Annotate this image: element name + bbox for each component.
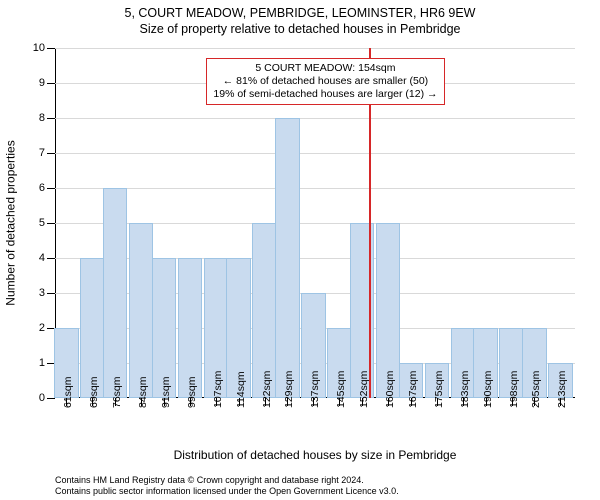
x-tick-label: 145sqm [335,371,347,408]
x-tick-label: 175sqm [433,371,445,408]
x-tick-label: 91sqm [160,376,172,408]
gridline [55,118,575,119]
x-tick-label: 84sqm [137,376,149,408]
chart-container: 5, COURT MEADOW, PEMBRIDGE, LEOMINSTER, … [0,0,600,500]
x-tick-label: 129sqm [283,371,295,408]
annotation-box: 5 COURT MEADOW: 154sqm← 81% of detached … [206,58,444,105]
y-tick-label: 3 [39,287,55,299]
gridline [55,153,575,154]
footer-line-2: Contains public sector information licen… [55,486,399,497]
y-axis-label-text: Number of detached properties [4,140,18,305]
gridline [55,188,575,189]
y-tick-label: 6 [39,182,55,194]
x-tick-label: 183sqm [459,371,471,408]
histogram-bar [275,118,299,398]
x-tick-label: 205sqm [530,371,542,408]
histogram-bar [129,223,153,398]
gridline [55,48,575,49]
footer-attribution: Contains HM Land Registry data © Crown c… [55,475,399,497]
chart-title: 5, COURT MEADOW, PEMBRIDGE, LEOMINSTER, … [0,6,600,20]
chart-subtitle: Size of property relative to detached ho… [0,22,600,36]
x-tick-label: 69sqm [88,376,100,408]
x-tick-label: 76sqm [111,376,123,408]
y-tick-label: 1 [39,357,55,369]
annotation-line-2: ← 81% of detached houses are smaller (50… [213,75,437,88]
y-tick-label: 10 [33,42,55,54]
y-tick-label: 8 [39,112,55,124]
x-axis-label: Distribution of detached houses by size … [55,448,575,462]
y-axis-label: Number of detached properties [4,48,18,398]
title-block: 5, COURT MEADOW, PEMBRIDGE, LEOMINSTER, … [0,6,600,36]
x-tick-label: 160sqm [384,371,396,408]
y-tick-label: 7 [39,147,55,159]
histogram-bar [103,188,127,398]
x-tick-label: 61sqm [62,376,74,408]
x-tick-label: 122sqm [261,371,273,408]
annotation-line-1: 5 COURT MEADOW: 154sqm [213,62,437,75]
x-tick-label: 190sqm [482,371,494,408]
y-tick-label: 0 [39,392,55,404]
x-tick-label: 137sqm [309,371,321,408]
y-tick-label: 5 [39,217,55,229]
plot-inner: 01234567891061sqm69sqm76sqm84sqm91sqm99s… [55,48,575,398]
x-tick-label: 213sqm [556,371,568,408]
annotation-line-3: 19% of semi-detached houses are larger (… [213,88,437,101]
x-tick-label: 167sqm [407,371,419,408]
plot-area: 01234567891061sqm69sqm76sqm84sqm91sqm99s… [55,48,575,398]
x-tick-label: 107sqm [212,371,224,408]
x-tick-label: 114sqm [235,371,247,408]
y-tick-label: 9 [39,77,55,89]
y-tick-label: 4 [39,252,55,264]
x-tick-label: 198sqm [508,371,520,408]
y-tick-label: 2 [39,322,55,334]
x-tick-label: 99sqm [186,376,198,408]
footer-line-1: Contains HM Land Registry data © Crown c… [55,475,399,486]
